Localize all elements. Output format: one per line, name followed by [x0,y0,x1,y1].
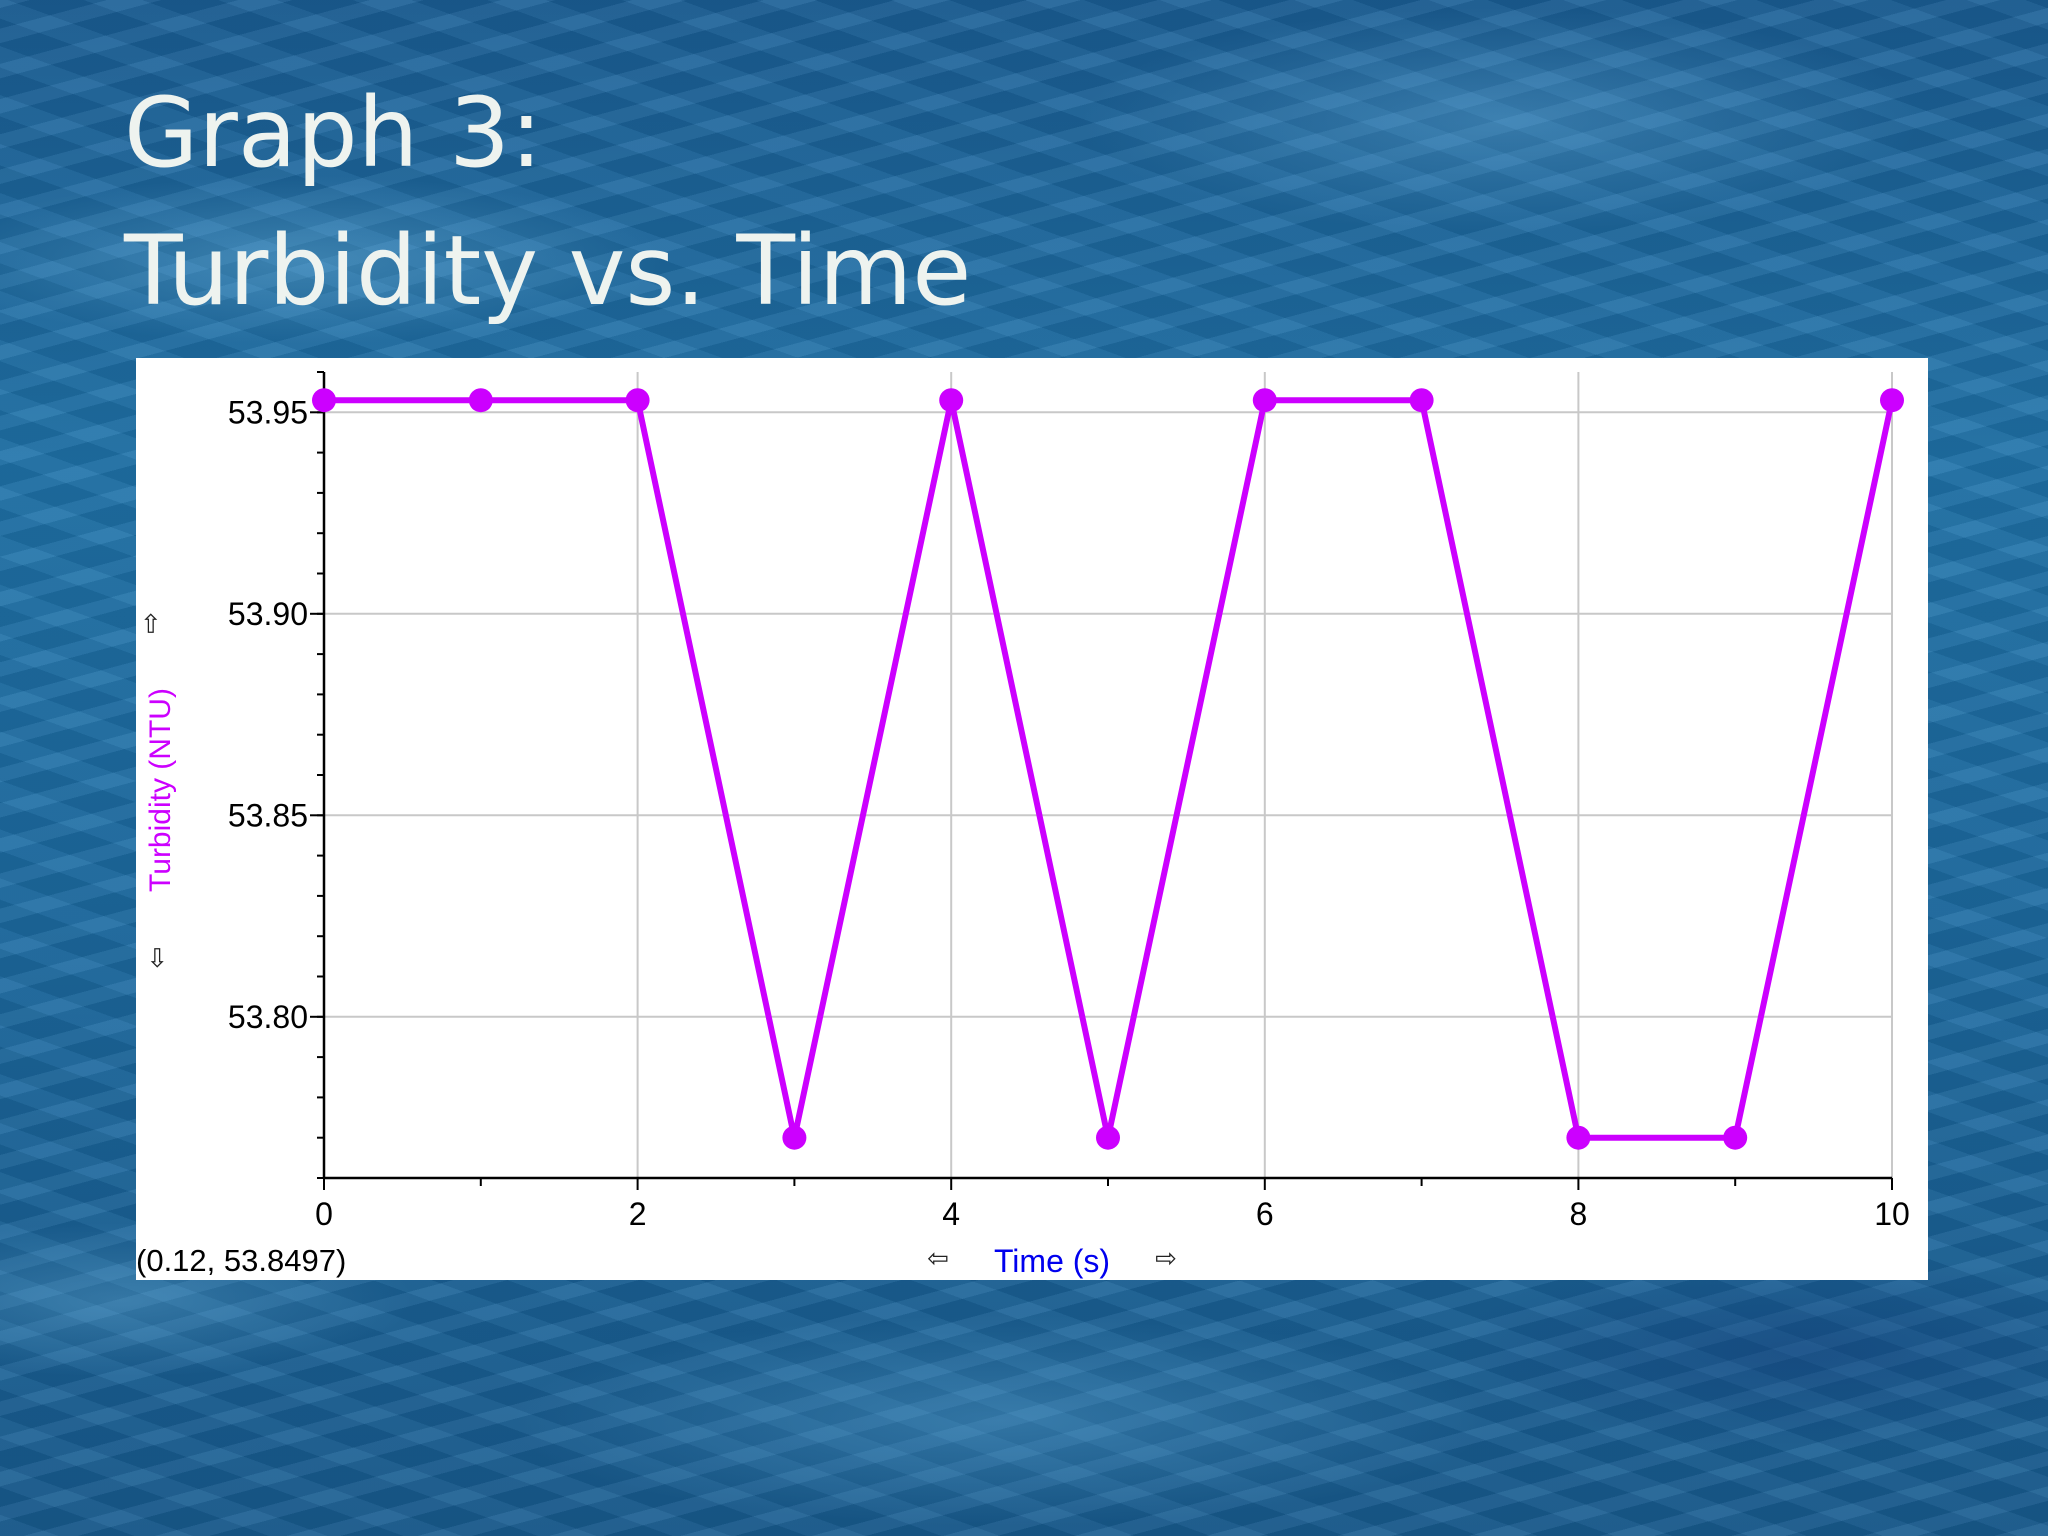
up-arrow-icon[interactable]: ⇨ [136,612,166,634]
right-arrow-icon[interactable]: ⇨ [1155,1244,1177,1274]
x-axis-label: Time (s) [994,1243,1110,1279]
data-point [468,388,493,413]
series-line [324,397,1895,1141]
y-tick-label: 53.90 [228,596,308,632]
x-tick-label: 4 [942,1196,960,1232]
data-point [312,388,336,413]
slide-title: Graph 3: Turbidity vs. Time [124,64,971,340]
data-point [1566,1125,1591,1150]
turbidity-chart[interactable]: 0 2 4 6 8 10 53.80 53.85 53.90 53.95 Turbidity (N… [136,358,1928,1280]
y-tick-label: 53.85 [228,797,308,833]
x-tick-label: 6 [1256,1196,1274,1232]
coordinate-readout: (0.12, 53.8497) [136,1243,346,1278]
axes: 0 2 4 6 8 10 53.80 53.85 53.90 53.95 [228,371,1910,1232]
x-tick-label: 10 [1874,1196,1910,1232]
data-point [1252,388,1277,413]
series-layer [312,388,1904,1150]
y-axis-label: Turbidity (NTU) [144,688,177,892]
data-point [939,388,964,413]
down-arrow-icon[interactable]: ⇨ [142,947,172,969]
data-point [1880,388,1904,413]
grid [324,372,1893,1178]
y-tick-label: 53.95 [228,394,308,430]
data-point [1409,388,1434,413]
y-tick-label: 53.80 [228,999,308,1035]
x-tick-label: 8 [1570,1196,1588,1232]
data-point [782,1125,807,1150]
title-line-1: Graph 3: [124,77,543,189]
x-tick-label: 0 [315,1196,333,1232]
data-point [1723,1125,1748,1150]
x-tick-label: 2 [629,1196,647,1232]
title-line-2: Turbidity vs. Time [124,215,972,327]
data-point [1096,1125,1120,1150]
chart-panel[interactable]: 0 2 4 6 8 10 53.80 53.85 53.90 53.95 Turbidity (N… [136,358,1928,1280]
left-arrow-icon[interactable]: ⇦ [927,1244,949,1274]
data-point [625,388,650,413]
